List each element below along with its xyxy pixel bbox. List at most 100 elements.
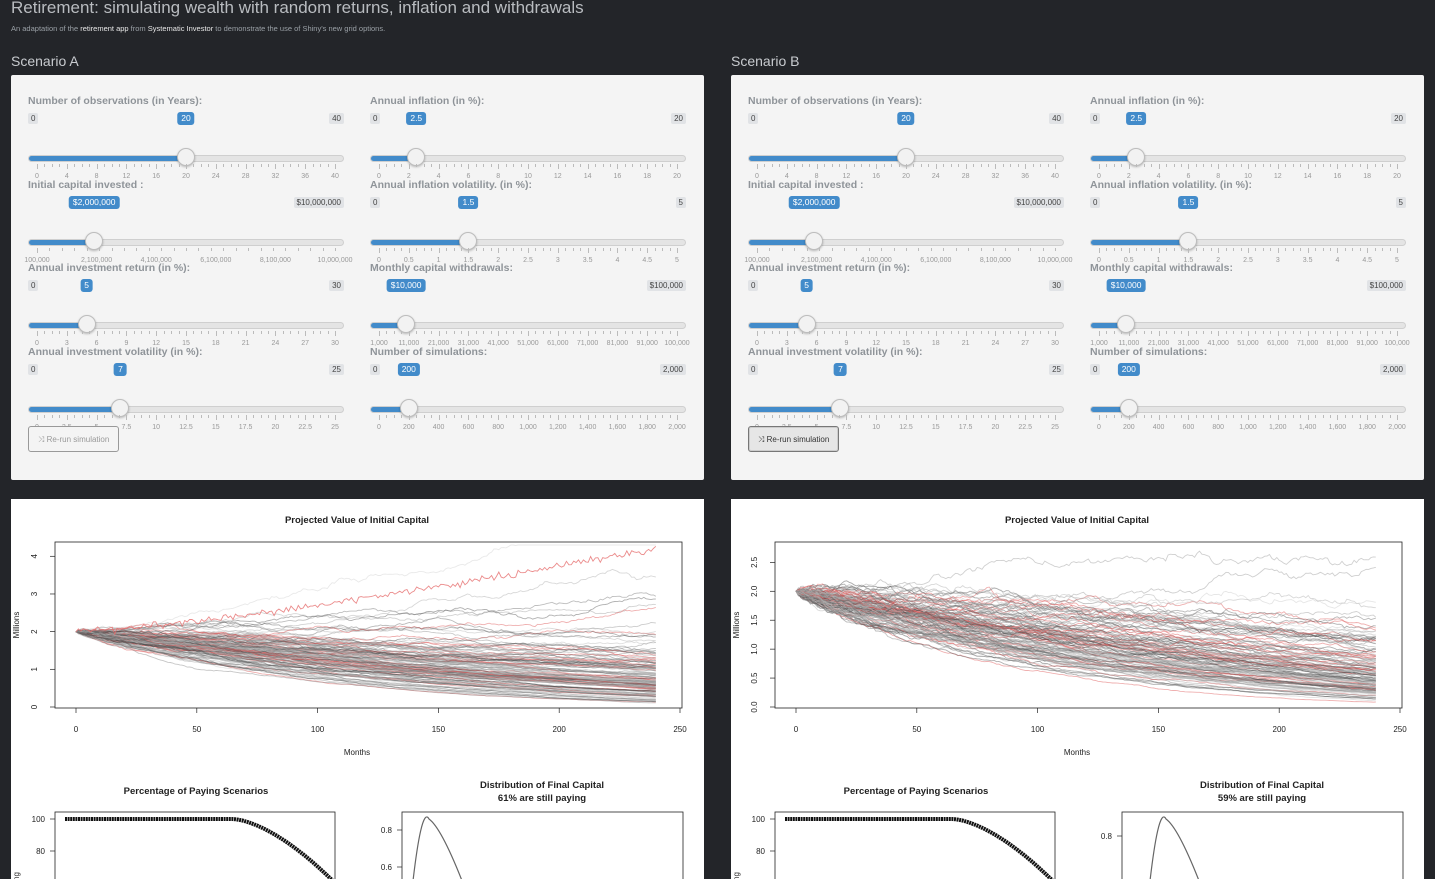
simulation-path bbox=[75, 631, 656, 685]
y-axis-label: Millions bbox=[732, 612, 741, 639]
slider-tick bbox=[587, 164, 589, 169]
simulation-path bbox=[75, 631, 656, 678]
slider-tick bbox=[1397, 247, 1398, 253]
slider-track[interactable] bbox=[370, 238, 686, 246]
simulation-path bbox=[75, 630, 656, 670]
slider-ticks: 1,000 11,000 21,000 31,000 41,000 51,000 61,00… bbox=[1090, 331, 1410, 349]
slider-tick bbox=[468, 414, 470, 420]
slider-tick bbox=[498, 247, 500, 253]
simulation-path bbox=[795, 585, 1376, 688]
rerun-simulation-button[interactable]: ⤨ Re-run simulation bbox=[748, 426, 840, 452]
slider-tick bbox=[958, 414, 960, 418]
slider-tick bbox=[498, 414, 500, 420]
slider-handle[interactable] bbox=[111, 398, 130, 417]
slider-handle[interactable] bbox=[1117, 315, 1136, 333]
slider-track[interactable] bbox=[1090, 322, 1406, 329]
slider-tick-label: 200 bbox=[1122, 423, 1135, 431]
slider-tick bbox=[632, 414, 634, 418]
slider-tick-label: 100,000 bbox=[24, 256, 50, 264]
slider-handle[interactable] bbox=[397, 315, 416, 333]
systematic-investor-link[interactable]: Systematic Investor bbox=[147, 24, 214, 33]
simulation-path bbox=[75, 631, 656, 691]
slider-tick bbox=[210, 247, 212, 251]
simulation-path bbox=[75, 629, 656, 662]
simulation-path bbox=[795, 589, 1376, 687]
slider-tick bbox=[856, 247, 858, 251]
rerun-simulation-button[interactable]: ⤨ Re-run simulation bbox=[28, 426, 120, 452]
slider-handle[interactable] bbox=[831, 398, 850, 417]
slider-tick bbox=[831, 414, 833, 418]
simulation-path bbox=[75, 631, 656, 684]
slider-1: Annual inflation (in %): 0 20 2.5 0 2 4 6 8 10 12 1… bbox=[370, 95, 686, 180]
slider-tick bbox=[1374, 164, 1376, 167]
slider-track[interactable] bbox=[28, 322, 344, 329]
slider-tick bbox=[831, 247, 833, 251]
slider-label: Number of observations (in Years): bbox=[28, 95, 203, 107]
slider-fill bbox=[29, 406, 122, 412]
simulation-path bbox=[75, 629, 656, 676]
slider-handle[interactable] bbox=[85, 231, 104, 250]
slider-tick bbox=[677, 247, 678, 253]
simulation-path bbox=[75, 631, 656, 695]
slider-track[interactable] bbox=[28, 238, 344, 246]
slider-tick bbox=[846, 164, 848, 169]
slider-track[interactable] bbox=[1090, 238, 1406, 246]
density-curve bbox=[412, 816, 462, 879]
slider-tick bbox=[520, 247, 522, 251]
slider-tick-label: 40 bbox=[1051, 173, 1059, 180]
slider-tick bbox=[987, 331, 989, 334]
simulation-path bbox=[795, 589, 1376, 690]
slider-tick bbox=[965, 331, 967, 336]
slider-tick-label: 4 bbox=[615, 256, 620, 264]
simulation-path bbox=[75, 630, 656, 684]
slider-tick bbox=[1285, 331, 1287, 334]
slider-tick bbox=[920, 164, 922, 167]
slider-tick bbox=[96, 331, 98, 336]
slider-tick bbox=[609, 247, 611, 251]
slider-tick bbox=[1359, 164, 1361, 167]
simulation-path bbox=[75, 631, 656, 683]
slider-track[interactable] bbox=[370, 322, 686, 329]
slider-tick-label: 12.5 bbox=[179, 423, 193, 431]
slider-tick bbox=[126, 414, 128, 420]
slider-track[interactable] bbox=[1090, 155, 1406, 162]
slider-ticks: 1,000 11,000 21,000 31,000 41,000 51,000 61,00… bbox=[370, 331, 690, 349]
slider-track[interactable] bbox=[370, 155, 686, 162]
slider-track[interactable] bbox=[28, 405, 344, 413]
slider-track[interactable] bbox=[1090, 405, 1406, 413]
simulation-path bbox=[795, 590, 1376, 693]
slider-tick bbox=[918, 247, 920, 251]
slider-tick bbox=[126, 164, 128, 169]
slider-handle[interactable] bbox=[797, 315, 816, 333]
slider-tick bbox=[1136, 331, 1138, 334]
slider-tick-label: 1,000 bbox=[370, 340, 388, 347]
slider-tick bbox=[764, 331, 766, 334]
retirement-app-link[interactable]: retirement app bbox=[80, 24, 129, 33]
slider-tick bbox=[416, 414, 418, 418]
slider-tick bbox=[1225, 331, 1227, 334]
slider-tick bbox=[639, 247, 641, 251]
slider-tick bbox=[1180, 247, 1182, 251]
slider-tick bbox=[111, 331, 113, 334]
slider-track[interactable] bbox=[748, 322, 1064, 329]
slider-tick-label: 600 bbox=[1182, 423, 1195, 431]
simulation-path bbox=[795, 590, 1376, 659]
slider-tick bbox=[1270, 414, 1272, 418]
slider-handle[interactable] bbox=[77, 315, 96, 333]
slider-tick bbox=[550, 414, 552, 418]
slider-tick bbox=[662, 331, 664, 334]
slider-7: Number of simulations: 0 2,000 200 0 200 400 60… bbox=[1090, 346, 1406, 431]
y-tick-label: 2.0 bbox=[750, 585, 759, 597]
slider-handle[interactable] bbox=[805, 231, 824, 250]
slider-tick bbox=[178, 414, 180, 418]
slider-track[interactable] bbox=[748, 238, 1064, 246]
slider-tick bbox=[186, 247, 187, 251]
slider-3: Annual inflation volatility. (in %): 0 5 1.… bbox=[1090, 179, 1406, 264]
y-tick-label: 1.0 bbox=[750, 643, 759, 655]
slider-tick bbox=[587, 414, 589, 420]
slider-tick bbox=[771, 164, 773, 167]
simulation-path bbox=[795, 590, 1376, 694]
slider-track[interactable] bbox=[748, 405, 1064, 413]
simulation-path bbox=[795, 588, 1376, 659]
slider-track[interactable] bbox=[370, 405, 686, 413]
